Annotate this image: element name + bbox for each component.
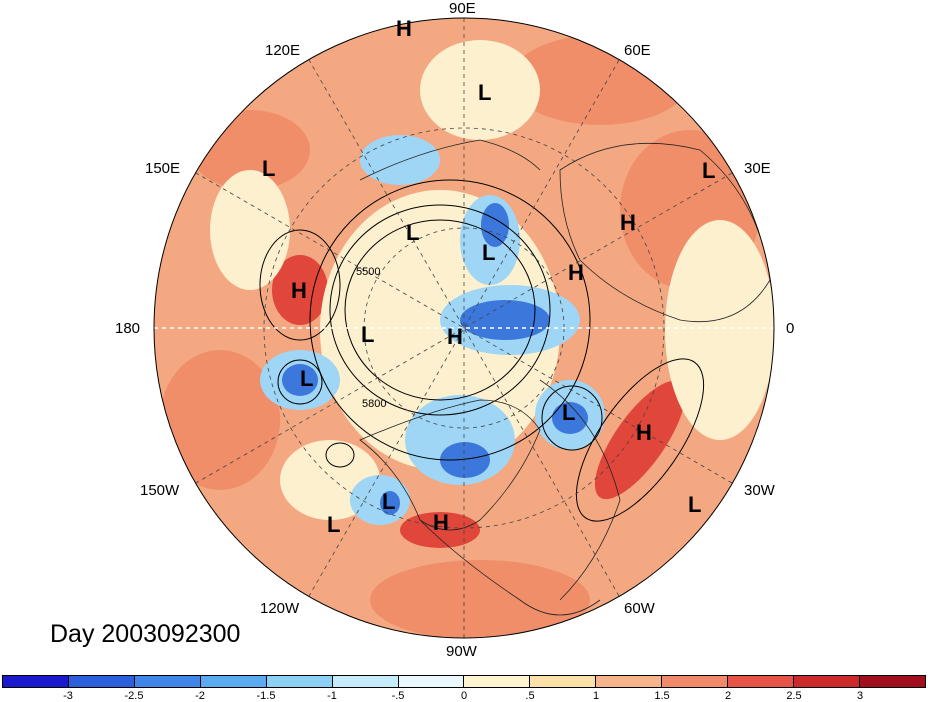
pressure-center-low: L <box>361 322 375 347</box>
graticule <box>154 18 774 638</box>
height-contours <box>259 179 705 522</box>
lon-label-90w: 90W <box>446 643 477 660</box>
colorbar-tick-label: 0 <box>460 690 468 702</box>
color-swatch <box>134 676 201 687</box>
lon-label-120e: 120E <box>265 42 301 59</box>
pressure-center-low: L <box>327 512 341 537</box>
lon-label-30w: 30W <box>744 482 775 499</box>
color-swatch <box>728 676 795 687</box>
color-swatch <box>794 676 860 687</box>
colorbar-tick-label: 1.5 <box>654 690 670 702</box>
strong-warm-fields <box>272 255 686 548</box>
lon-label-60e: 60E <box>624 42 651 59</box>
pressure-center-low: L <box>478 80 492 105</box>
color-swatch <box>266 676 333 687</box>
pressure-center-high: H <box>636 420 652 445</box>
colorbar-tick-label: 2.5 <box>786 690 802 702</box>
pressure-center-low: L <box>702 158 716 183</box>
color-swatch <box>200 676 267 687</box>
pressure-center-low: L <box>300 366 314 391</box>
pressure-center-high: H <box>447 324 463 349</box>
pressure-center-low: L <box>688 492 702 517</box>
warm-anomaly-fields <box>160 35 760 638</box>
strong-cold-fields <box>282 203 588 515</box>
lon-label-90e: 90E <box>449 0 476 17</box>
pressure-center-high: H <box>396 16 412 41</box>
color-bar <box>2 675 926 688</box>
color-swatch <box>662 676 729 687</box>
pressure-center-low: L <box>562 400 576 425</box>
lon-label-0: 0 <box>786 320 795 337</box>
colorbar-tick-label: -2 <box>195 690 205 702</box>
lon-label-120w: 120W <box>260 600 300 617</box>
colorbar-tick-label: -3 <box>63 690 73 702</box>
colorbar-tick-label: 1 <box>592 690 600 702</box>
pressure-center-low: L <box>482 240 496 265</box>
polar-anomaly-map <box>153 17 775 639</box>
lon-label-60w: 60W <box>624 600 655 617</box>
pressure-center-low: L <box>262 156 276 181</box>
pressure-center-high: H <box>568 260 584 285</box>
contour-label-5500: 5500 <box>356 266 381 278</box>
colorbar-tick-label: 2 <box>724 690 732 702</box>
colorbar-tick-label: -2.5 <box>124 690 144 702</box>
contour-label-5800: 5800 <box>362 398 387 410</box>
colorbar-tick-label: .5 <box>525 690 535 702</box>
pressure-center-low: L <box>382 489 396 514</box>
lon-label-150w: 150W <box>140 482 180 499</box>
color-swatch <box>464 676 531 687</box>
pressure-center-low: L <box>406 220 420 245</box>
lon-label-180: 180 <box>115 320 141 337</box>
colorbar-tick-label: -.5 <box>391 690 405 702</box>
color-swatch <box>398 676 465 687</box>
pressure-center-high: H <box>433 510 449 535</box>
color-swatch <box>68 676 135 687</box>
colorbar-tick-label: -1 <box>327 690 337 702</box>
map-border <box>153 17 775 639</box>
color-swatch <box>596 676 663 687</box>
color-swatch <box>859 676 925 687</box>
pressure-center-high: H <box>620 210 636 235</box>
coastlines <box>359 139 771 616</box>
colorbar-tick-label: -1.5 <box>256 690 276 702</box>
neutral-fields <box>210 40 774 520</box>
color-swatch <box>530 676 597 687</box>
lon-label-30e: 30E <box>744 160 771 177</box>
pressure-center-high: H <box>291 278 307 303</box>
color-swatch <box>3 676 69 687</box>
colorbar-tick-label: 3 <box>856 690 864 702</box>
day-title: Day 2003092300 <box>50 620 241 648</box>
color-swatch <box>332 676 399 687</box>
lon-label-150e: 150E <box>145 160 181 177</box>
